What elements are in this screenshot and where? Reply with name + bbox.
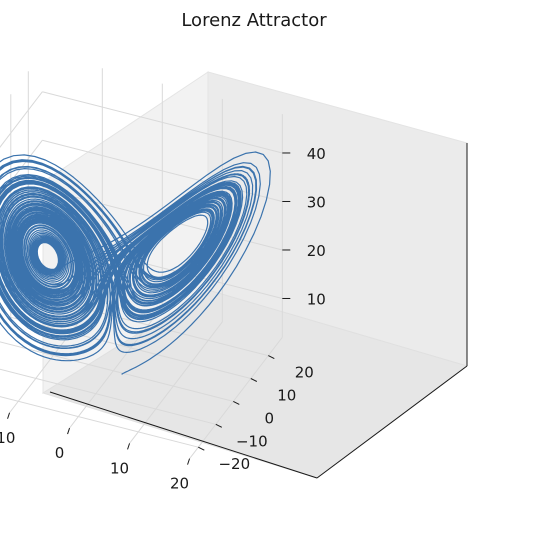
x-axis-tick bbox=[187, 458, 191, 465]
lorenz-trajectory-line bbox=[0, 151, 271, 375]
grid-line-z bbox=[0, 91, 43, 148]
grid-line-x bbox=[189, 336, 283, 459]
z-axis-tick-label: 30 bbox=[307, 193, 326, 211]
y-axis-tick bbox=[268, 355, 275, 360]
y-axis-tick bbox=[198, 446, 205, 451]
x-axis-line bbox=[49, 391, 318, 479]
grid-line-z bbox=[42, 91, 283, 154]
z-axis-tick-label: 10 bbox=[307, 290, 326, 308]
grid-line-y bbox=[0, 341, 234, 402]
grid-line-y bbox=[0, 396, 199, 448]
x-axis-tick bbox=[127, 443, 131, 450]
x-axis-tick-label: 10 bbox=[110, 459, 129, 477]
axis-lines bbox=[49, 143, 468, 479]
y-axis-tick-label: 20 bbox=[295, 364, 314, 382]
x-axis-tick-label: 0 bbox=[55, 444, 65, 462]
chart-title: Lorenz Attractor bbox=[181, 10, 327, 31]
x-axis-tick-label: −10 bbox=[0, 429, 15, 447]
tick-marks bbox=[7, 152, 291, 465]
y-axis-line bbox=[316, 365, 468, 479]
grid-line-y bbox=[0, 368, 216, 425]
y-axis-tick bbox=[215, 423, 223, 428]
y-axis-tick-label: −10 bbox=[236, 432, 268, 450]
y-axis-tick-label: −20 bbox=[218, 455, 250, 473]
y-axis-tick-label: 10 bbox=[277, 387, 296, 405]
y-axis-tick-label: 0 bbox=[265, 409, 275, 427]
grid-line-y bbox=[10, 316, 251, 379]
x-axis-tick-label: 20 bbox=[170, 475, 189, 493]
y-axis-tick bbox=[250, 378, 258, 382]
x-axis-tick bbox=[67, 427, 71, 435]
z-axis-tick-label: 40 bbox=[307, 145, 326, 163]
z-axis-tick-label: 20 bbox=[307, 242, 326, 260]
x-axis-tick bbox=[7, 412, 11, 419]
y-axis-tick bbox=[233, 400, 240, 405]
grid-line-y bbox=[28, 293, 269, 357]
